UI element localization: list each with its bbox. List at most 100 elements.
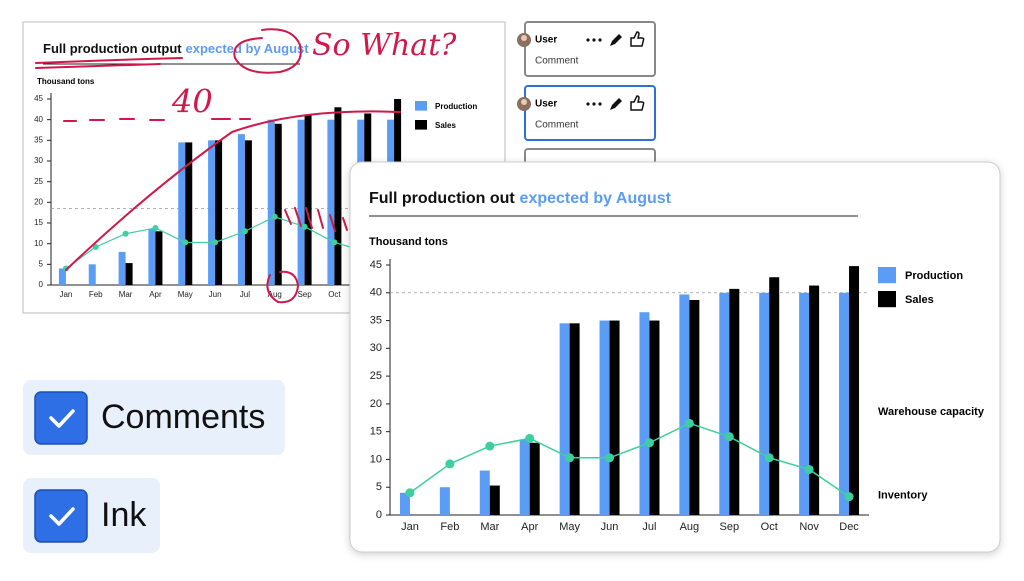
bar <box>267 119 275 286</box>
y-tick-label: 40 <box>34 115 43 124</box>
line-point <box>644 438 654 448</box>
more-dot <box>586 102 590 106</box>
checkbox[interactable] <box>34 391 88 445</box>
comment-text: Comment <box>535 56 579 67</box>
checkbox[interactable] <box>34 489 88 543</box>
bar <box>399 492 410 515</box>
line-point <box>485 441 495 451</box>
legend-swatch <box>415 101 427 111</box>
x-tick-label: Jun <box>601 521 619 533</box>
bar <box>649 320 660 515</box>
x-tick-label: Apr <box>149 290 162 299</box>
y-tick-label: 0 <box>39 280 44 289</box>
bar <box>208 140 216 285</box>
line-point <box>152 224 159 231</box>
bar <box>599 320 610 515</box>
line-point <box>804 464 814 474</box>
bar <box>849 266 860 515</box>
comment-text: Comment <box>535 120 579 131</box>
bar <box>719 292 730 515</box>
x-tick-label: Nov <box>799 521 819 533</box>
y-axis-label: Thousand tons <box>369 236 448 248</box>
legend-swatch <box>415 120 427 130</box>
bar <box>569 323 580 515</box>
line-point <box>92 243 99 250</box>
avatar-face <box>521 35 527 41</box>
x-tick-label: Jan <box>401 521 419 533</box>
y-tick-label: 30 <box>34 156 43 165</box>
comment-card[interactable] <box>524 21 656 77</box>
x-tick-label: Apr <box>521 521 538 533</box>
bar <box>327 119 335 286</box>
line-point <box>271 213 278 220</box>
x-tick-label: Feb <box>440 521 459 533</box>
x-tick-label: Jan <box>59 290 72 299</box>
toggle-label: Comments <box>101 398 265 436</box>
bar <box>58 268 66 285</box>
more-dot <box>586 38 590 42</box>
legend-label: Sales <box>435 121 456 130</box>
comment-user: User <box>535 35 557 46</box>
bar <box>215 140 223 285</box>
bar <box>799 292 810 515</box>
bar <box>334 107 342 286</box>
y-tick-label: 25 <box>34 177 43 186</box>
bar <box>118 251 126 285</box>
edit-icon[interactable] <box>610 98 622 110</box>
bar <box>125 263 133 285</box>
line-series <box>409 422 850 498</box>
line-series <box>65 216 395 272</box>
toggle-bg[interactable] <box>23 380 285 455</box>
line-point <box>764 453 774 463</box>
legend-label: Production <box>435 102 477 111</box>
line-point <box>724 432 734 442</box>
comment-card[interactable] <box>524 85 656 141</box>
ink-text: So What? <box>312 28 457 63</box>
line-point <box>605 453 615 463</box>
chart-card <box>349 161 1001 553</box>
legend-swatch <box>878 267 896 284</box>
ink-stroke <box>35 63 161 69</box>
bar <box>178 142 186 285</box>
legend-label: Production <box>905 270 963 282</box>
x-tick-label: Feb <box>89 290 103 299</box>
edit-icon[interactable] <box>610 34 622 46</box>
bar <box>519 440 530 515</box>
y-tick-label: 15 <box>370 426 382 438</box>
x-tick-label: Aug <box>680 521 700 533</box>
title-highlight: expected by August <box>186 41 310 56</box>
bar <box>489 485 500 515</box>
series-label: Inventory <box>878 490 928 502</box>
x-tick-label: Oct <box>328 290 341 299</box>
title-main: Full production out <box>369 190 515 207</box>
like-icon[interactable] <box>630 95 645 111</box>
bar <box>148 229 156 285</box>
line-point <box>525 433 535 443</box>
ink-stroke <box>266 270 300 304</box>
bar <box>809 285 820 515</box>
bar <box>274 123 282 285</box>
x-tick-label: Sep <box>720 521 740 533</box>
avatar-face <box>521 99 527 105</box>
like-icon[interactable] <box>630 31 645 47</box>
y-axis-label: Thousand tons <box>37 77 95 86</box>
bar <box>439 487 450 515</box>
y-tick-label: 35 <box>370 314 382 326</box>
bar <box>529 442 540 515</box>
title-highlight: expected by August <box>520 190 672 207</box>
line-point <box>212 239 219 246</box>
chart-title: Full production output expected by August <box>43 41 309 56</box>
y-tick-label: 5 <box>39 259 44 268</box>
bar <box>297 119 305 286</box>
line-point <box>445 459 455 469</box>
x-tick-label: Oct <box>761 521 778 533</box>
legend-swatch <box>878 291 896 308</box>
bar <box>237 134 245 285</box>
line-point <box>844 492 854 502</box>
toggle-label: Ink <box>101 496 147 534</box>
more-dot <box>598 38 602 42</box>
bar <box>304 115 312 286</box>
bar <box>769 277 780 515</box>
